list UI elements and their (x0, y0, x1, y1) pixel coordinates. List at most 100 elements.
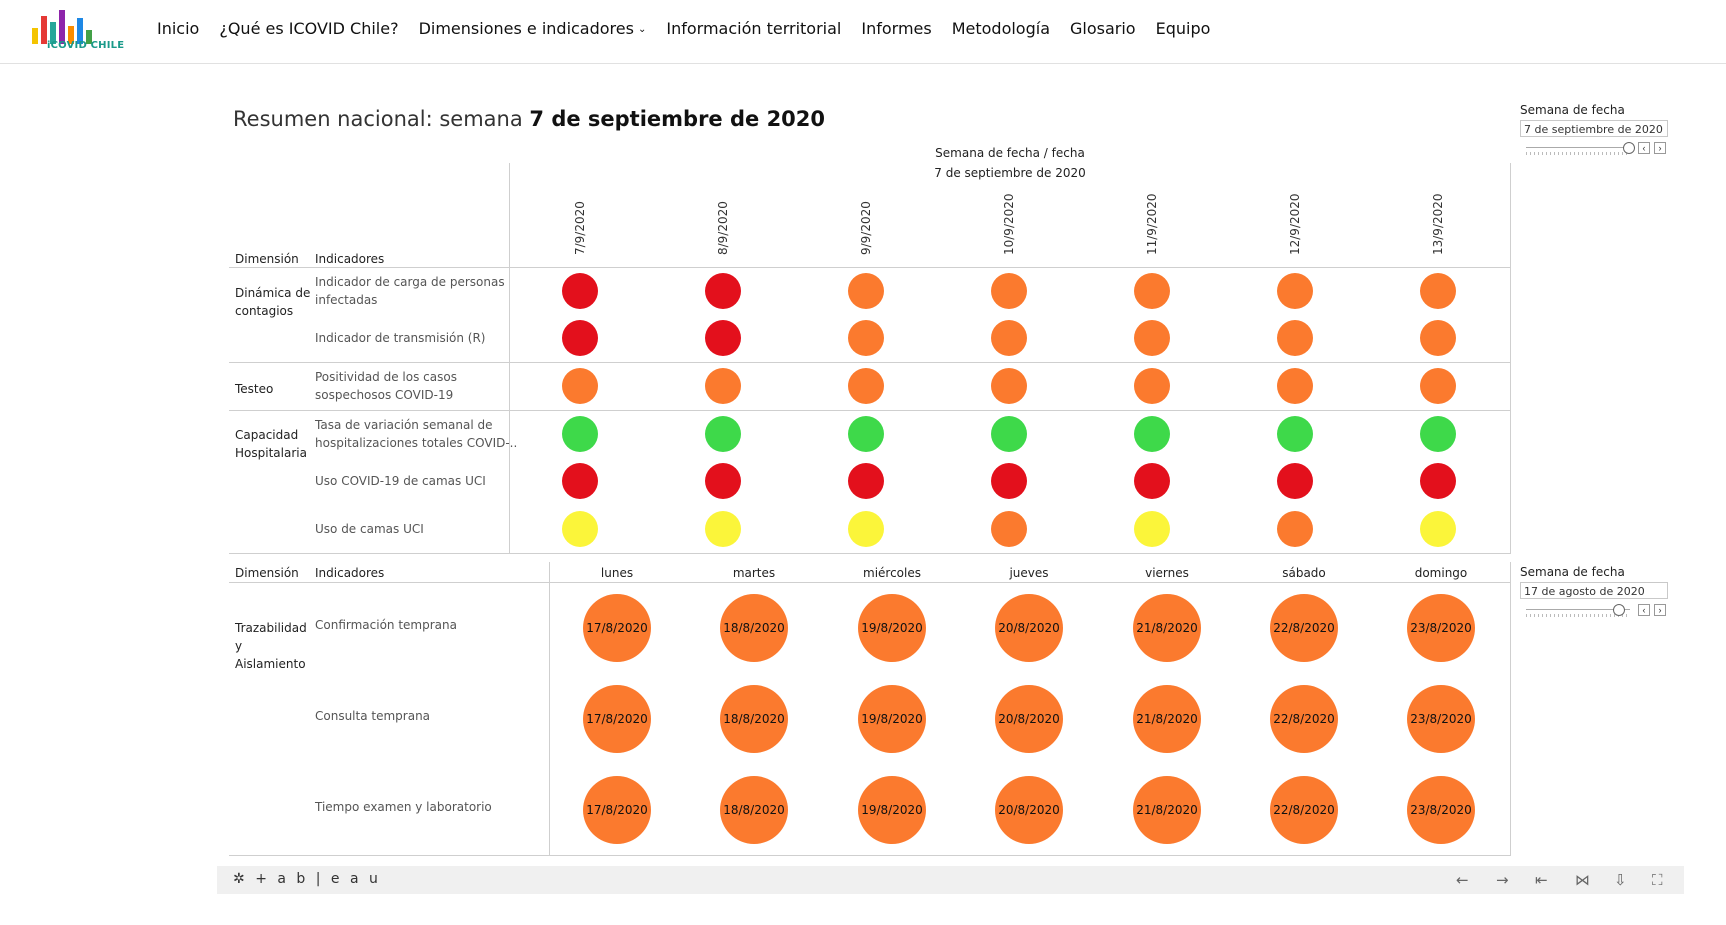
status-circle-orange[interactable]: 17/8/2020 (583, 594, 651, 662)
slider-ticks (1526, 152, 1630, 155)
status-dot-red[interactable] (705, 273, 741, 309)
fullscreen-icon[interactable]: ⛶ (1652, 871, 1663, 889)
status-circle-orange[interactable]: 23/8/2020 (1407, 594, 1475, 662)
logo-bar (77, 18, 83, 44)
status-circle-orange[interactable]: 19/8/2020 (858, 776, 926, 844)
grid-line (1510, 562, 1511, 855)
dimension-label-line: Trazabilidad (235, 621, 307, 635)
status-dot-green[interactable] (848, 416, 884, 452)
revert-icon[interactable]: ⇤ (1535, 871, 1548, 889)
slider-track[interactable] (1526, 609, 1630, 610)
slider-handle[interactable] (1612, 604, 1625, 616)
status-dot-orange[interactable] (848, 273, 884, 309)
share-icon[interactable]: ⋈ (1575, 871, 1590, 889)
tableau-logo[interactable]: ✲ + a b | e a u (233, 871, 381, 887)
nav-item[interactable]: Inicio (157, 19, 199, 38)
status-circle-orange[interactable]: 20/8/2020 (995, 776, 1063, 844)
status-dot-red[interactable] (991, 463, 1027, 499)
status-dot-orange[interactable] (991, 511, 1027, 547)
status-dot-green[interactable] (1420, 416, 1456, 452)
status-circle-orange[interactable]: 17/8/2020 (583, 776, 651, 844)
status-dot-yellow[interactable] (562, 511, 598, 547)
status-dot-orange[interactable] (562, 368, 598, 404)
status-dot-yellow[interactable] (1134, 511, 1170, 547)
filter-value-box[interactable]: 7 de septiembre de 2020 (1520, 120, 1668, 137)
status-circle-orange[interactable]: 17/8/2020 (583, 685, 651, 753)
status-circle-orange[interactable]: 22/8/2020 (1270, 776, 1338, 844)
status-dot-orange[interactable] (1277, 273, 1313, 309)
status-dot-orange[interactable] (991, 273, 1027, 309)
nav-item[interactable]: Metodología (952, 19, 1050, 38)
nav-item[interactable]: ¿Qué es ICOVID Chile? (219, 19, 398, 38)
status-dot-green[interactable] (562, 416, 598, 452)
slider-track[interactable] (1526, 147, 1630, 148)
indicator-label-line: Indicador de transmisión (R) (315, 331, 486, 345)
previous-week-button[interactable]: ‹ (1638, 142, 1650, 154)
status-circle-orange[interactable]: 22/8/2020 (1270, 594, 1338, 662)
status-circle-orange[interactable]: 21/8/2020 (1133, 776, 1201, 844)
status-dot-green[interactable] (705, 416, 741, 452)
status-dot-yellow[interactable] (705, 511, 741, 547)
status-dot-red[interactable] (1134, 463, 1170, 499)
nav-item[interactable]: Glosario (1070, 19, 1136, 38)
status-dot-red[interactable] (562, 273, 598, 309)
status-dot-orange[interactable] (705, 368, 741, 404)
status-dot-orange[interactable] (1134, 320, 1170, 356)
status-circle-orange[interactable]: 19/8/2020 (858, 685, 926, 753)
status-dot-red[interactable] (1277, 463, 1313, 499)
status-dot-green[interactable] (991, 416, 1027, 452)
nav-item[interactable]: Dimensiones e indicadores ⌄ (419, 19, 647, 38)
status-circle-orange[interactable]: 21/8/2020 (1133, 685, 1201, 753)
status-dot-orange[interactable] (1420, 368, 1456, 404)
status-dot-orange[interactable] (1420, 320, 1456, 356)
status-dot-orange[interactable] (1134, 273, 1170, 309)
status-dot-orange[interactable] (991, 368, 1027, 404)
status-dot-orange[interactable] (1277, 511, 1313, 547)
status-dot-green[interactable] (1134, 416, 1170, 452)
next-week-button[interactable]: › (1654, 142, 1666, 154)
status-dot-red[interactable] (562, 320, 598, 356)
weekday-label: domingo (1414, 566, 1468, 580)
status-circle-orange[interactable]: 19/8/2020 (858, 594, 926, 662)
status-dot-red[interactable] (1420, 463, 1456, 499)
undo-icon[interactable]: ← (1456, 871, 1469, 889)
status-dot-orange[interactable] (1134, 368, 1170, 404)
status-dot-orange[interactable] (1420, 273, 1456, 309)
status-dot-orange[interactable] (1277, 368, 1313, 404)
status-dot-red[interactable] (848, 463, 884, 499)
status-circle-orange[interactable]: 18/8/2020 (720, 594, 788, 662)
status-dot-red[interactable] (705, 320, 741, 356)
nav-item[interactable]: Información territorial (666, 19, 841, 38)
indicator-label: Uso COVID-19 de camas UCI (315, 472, 486, 490)
next-week-button[interactable]: › (1654, 604, 1666, 616)
status-dot-red[interactable] (705, 463, 741, 499)
previous-week-button[interactable]: ‹ (1638, 604, 1650, 616)
status-dot-red[interactable] (562, 463, 598, 499)
status-dot-orange[interactable] (1277, 320, 1313, 356)
status-circle-orange[interactable]: 21/8/2020 (1133, 594, 1201, 662)
status-circle-orange[interactable]: 20/8/2020 (995, 594, 1063, 662)
status-circle-orange[interactable]: 18/8/2020 (720, 776, 788, 844)
nav-item[interactable]: Informes (861, 19, 931, 38)
status-circle-orange[interactable]: 20/8/2020 (995, 685, 1063, 753)
status-circle-orange[interactable]: 22/8/2020 (1270, 685, 1338, 753)
download-icon[interactable]: ⇩ (1614, 871, 1627, 889)
status-dot-orange[interactable] (991, 320, 1027, 356)
status-dot-yellow[interactable] (848, 511, 884, 547)
status-dot-orange[interactable] (848, 368, 884, 404)
indicator-label-line: hospitalizaciones totales COVID-.. (315, 436, 518, 450)
indicator-label: Tasa de variación semanal de hospitalizac… (315, 416, 517, 452)
status-circle-orange[interactable]: 18/8/2020 (720, 685, 788, 753)
status-dot-orange[interactable] (848, 320, 884, 356)
filter-value-box[interactable]: 17 de agosto de 2020 (1520, 582, 1668, 599)
status-dot-green[interactable] (1277, 416, 1313, 452)
status-circle-orange[interactable]: 23/8/2020 (1407, 776, 1475, 844)
status-circle-orange[interactable]: 23/8/2020 (1407, 685, 1475, 753)
column-header-indicadores: Indicadores (315, 566, 385, 580)
icovid-logo[interactable]: iCOVID CHILE (32, 10, 127, 54)
redo-icon[interactable]: → (1496, 871, 1509, 889)
nav-item[interactable]: Equipo (1156, 19, 1211, 38)
slider-handle[interactable] (1622, 142, 1635, 154)
status-dot-yellow[interactable] (1420, 511, 1456, 547)
dimension-label-line: Aislamiento (235, 657, 306, 671)
